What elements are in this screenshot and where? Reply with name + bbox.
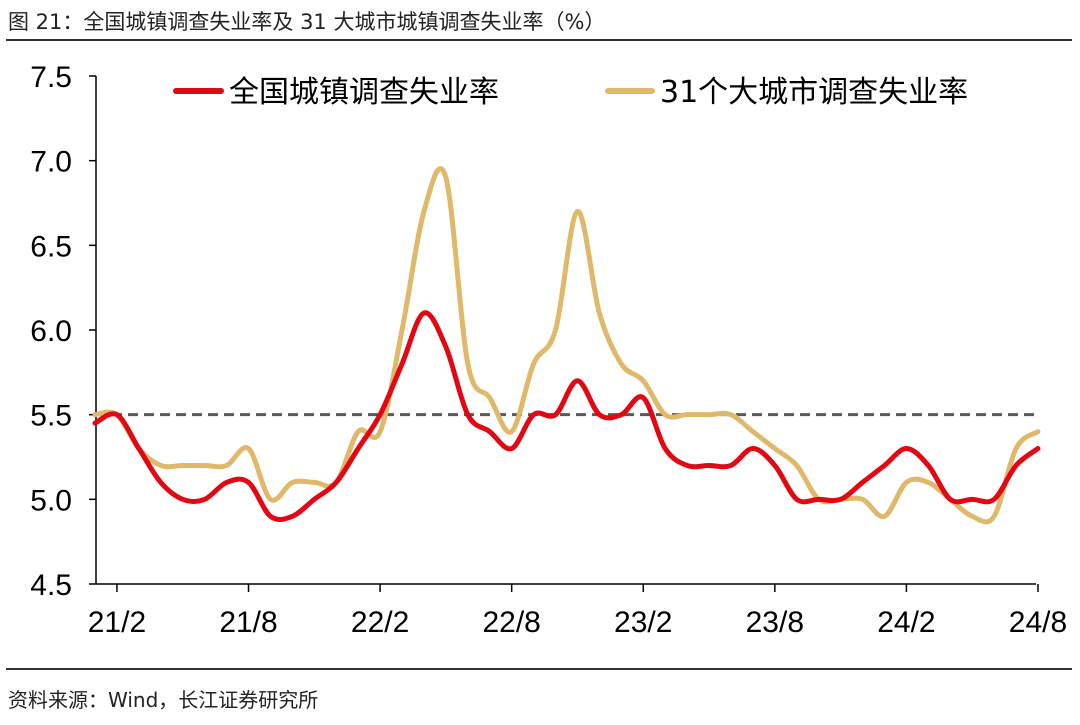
x-tick-label: 23/8 — [746, 606, 804, 639]
y-tick-label: 6.5 — [30, 230, 72, 263]
source-note: 资料来源：Wind，长江证券研究所 — [8, 688, 319, 712]
legend-label: 31个大城市调查失业率 — [660, 75, 968, 110]
series-line-national — [92, 310, 1041, 522]
x-tick-label: 24/2 — [877, 606, 935, 639]
source-rule — [6, 668, 1072, 670]
x-tick-label: 22/2 — [351, 606, 409, 639]
series-line-big-cities — [92, 166, 1041, 525]
y-tick-label: 7.0 — [30, 146, 72, 179]
x-tick-label: 21/2 — [88, 606, 146, 639]
y-tick-label: 5.0 — [30, 484, 72, 517]
line-chart: 4.5 5.0 5.5 6.0 6.5 7.0 7.5 21/2 21/8 22/2 22/8 23/… — [30, 61, 1067, 639]
y-tick-label: 5.5 — [30, 400, 72, 433]
y-tick-label: 4.5 — [30, 569, 72, 602]
x-tick-label: 23/2 — [614, 606, 672, 639]
y-tick-label: 7.5 — [30, 61, 72, 94]
x-tick-label: 22/8 — [482, 606, 540, 639]
figure-title: 图 21：全国城镇调查失业率及 31 大城市城镇调查失业率（%） — [8, 10, 606, 34]
y-tick-label: 6.0 — [30, 315, 72, 348]
legend-label: 全国城镇调查失业率 — [229, 75, 499, 110]
x-tick-label: 24/8 — [1009, 606, 1067, 639]
title-rule — [6, 39, 1072, 41]
x-tick-label: 21/8 — [219, 606, 277, 639]
